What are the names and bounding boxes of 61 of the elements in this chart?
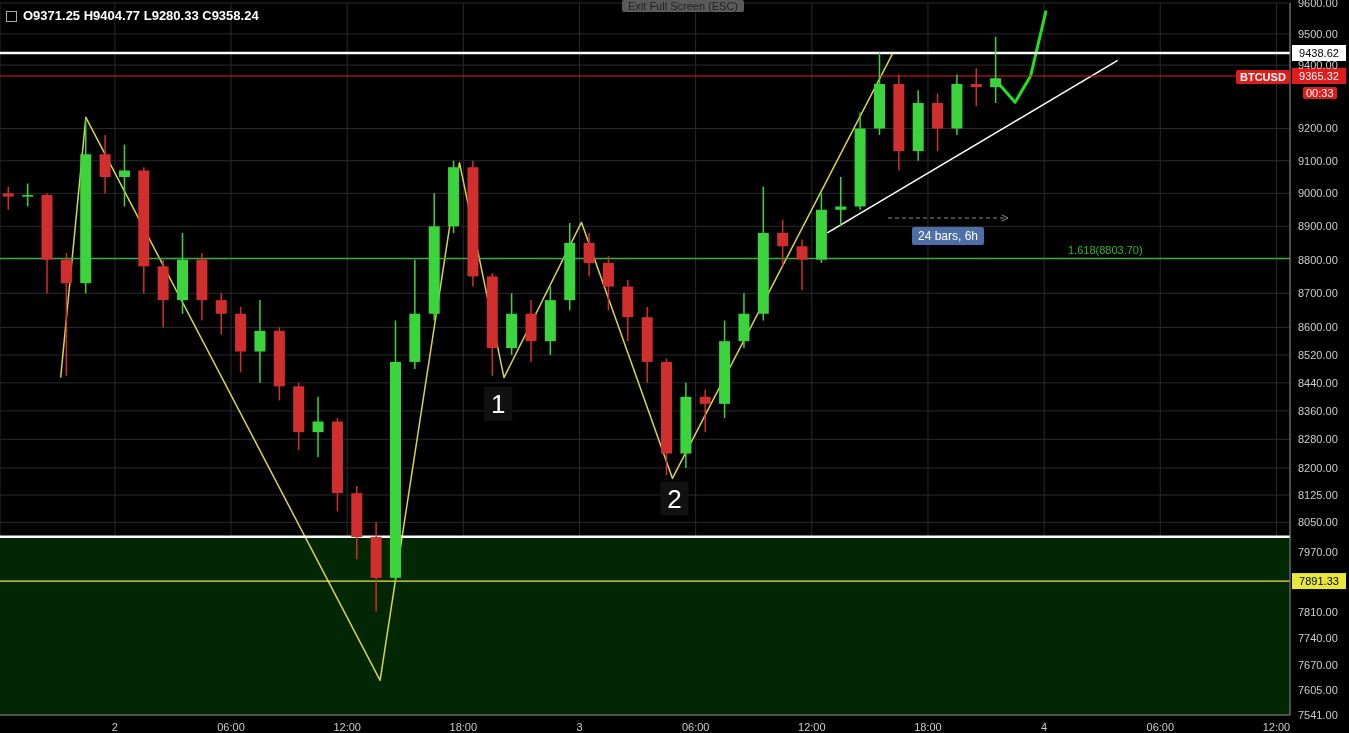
- candlestick: [777, 218, 789, 268]
- text: 00:33: [1303, 87, 1337, 99]
- x-tick-label: 18:00: [449, 720, 478, 733]
- y-tick-label: 8440.00: [1298, 376, 1338, 389]
- x-tick-label: 3: [576, 720, 583, 733]
- y-tick-label: 9100.00: [1298, 154, 1338, 167]
- y-tick-label: 8360.00: [1298, 404, 1338, 417]
- y-tick-label: 7541.00: [1298, 708, 1338, 721]
- candlestick: [699, 389, 711, 433]
- y-tick-label: 7740.00: [1298, 632, 1338, 645]
- candlestick: [254, 299, 266, 384]
- ref-line-label: 7891.33: [1299, 575, 1339, 588]
- candlestick: [312, 396, 324, 458]
- y-tick-label: 8600.00: [1298, 321, 1338, 334]
- chart-title: O9371.25 H9404.77 L9280.33 C9358.24: [23, 8, 259, 23]
- candlestick: [583, 232, 595, 278]
- x-tick-label: 12:00: [798, 720, 826, 733]
- y-tick-label: 8800.00: [1298, 253, 1338, 266]
- candlestick: [118, 143, 130, 208]
- candlestick: [2, 186, 14, 211]
- candlestick: [22, 182, 34, 208]
- y-tick-label: 7670.00: [1298, 658, 1338, 671]
- candlestick: [970, 67, 982, 107]
- ref-line-label: 9365.32: [1299, 70, 1339, 82]
- candlestick: [99, 134, 111, 195]
- y-tick-label: 7605.00: [1298, 683, 1338, 696]
- x-tick-label: 06:00: [1146, 720, 1175, 733]
- candlestick: [835, 176, 847, 228]
- y-tick-label: 9400.00: [1298, 59, 1338, 71]
- annotation: BTCUSD: [1236, 70, 1290, 84]
- annotation: 2: [667, 484, 682, 514]
- x-tick-label: 12:00: [333, 720, 361, 733]
- candlestick: [60, 252, 72, 377]
- x-tick-label: 06:00: [217, 720, 245, 733]
- candlestick: [215, 292, 227, 336]
- y-tick-label: 8900.00: [1298, 220, 1338, 233]
- x-tick-label: 12:00: [1262, 720, 1291, 733]
- annotation: 24 bars, 6h: [912, 227, 985, 245]
- x-tick-label: 4: [1041, 720, 1048, 733]
- y-tick-label: 8520.00: [1298, 348, 1338, 361]
- candlestick: [796, 238, 808, 291]
- candlestick: [602, 255, 614, 312]
- y-tick-label: 8700.00: [1298, 287, 1338, 300]
- x-tick-label: 2: [111, 720, 118, 733]
- annotation: 1: [490, 389, 506, 420]
- y-tick-label: 8050.00: [1298, 516, 1338, 529]
- y-tick-label: 9600.00: [1298, 0, 1338, 9]
- y-tick-label: 8125.00: [1298, 488, 1338, 501]
- y-tick-label: 8200.00: [1298, 461, 1338, 474]
- x-tick-label: 06:00: [681, 720, 710, 733]
- candlestick: [990, 36, 1002, 104]
- y-tick-label: 9200.00: [1298, 122, 1338, 135]
- y-tick-label: 7810.00: [1298, 605, 1338, 618]
- ref-line-label: 9438.62: [1299, 47, 1339, 59]
- y-tick-label: 9500.00: [1298, 27, 1338, 40]
- ref-line-label: 1.618(8803.70): [1068, 244, 1143, 257]
- y-tick-label: 9000.00: [1298, 187, 1338, 200]
- annotation: Exit Full Screen (ESC): [622, 0, 745, 12]
- x-tick-label: 18:00: [914, 720, 942, 733]
- y-tick-label: 7970.00: [1298, 545, 1338, 558]
- y-tick-label: 8280.00: [1298, 433, 1338, 446]
